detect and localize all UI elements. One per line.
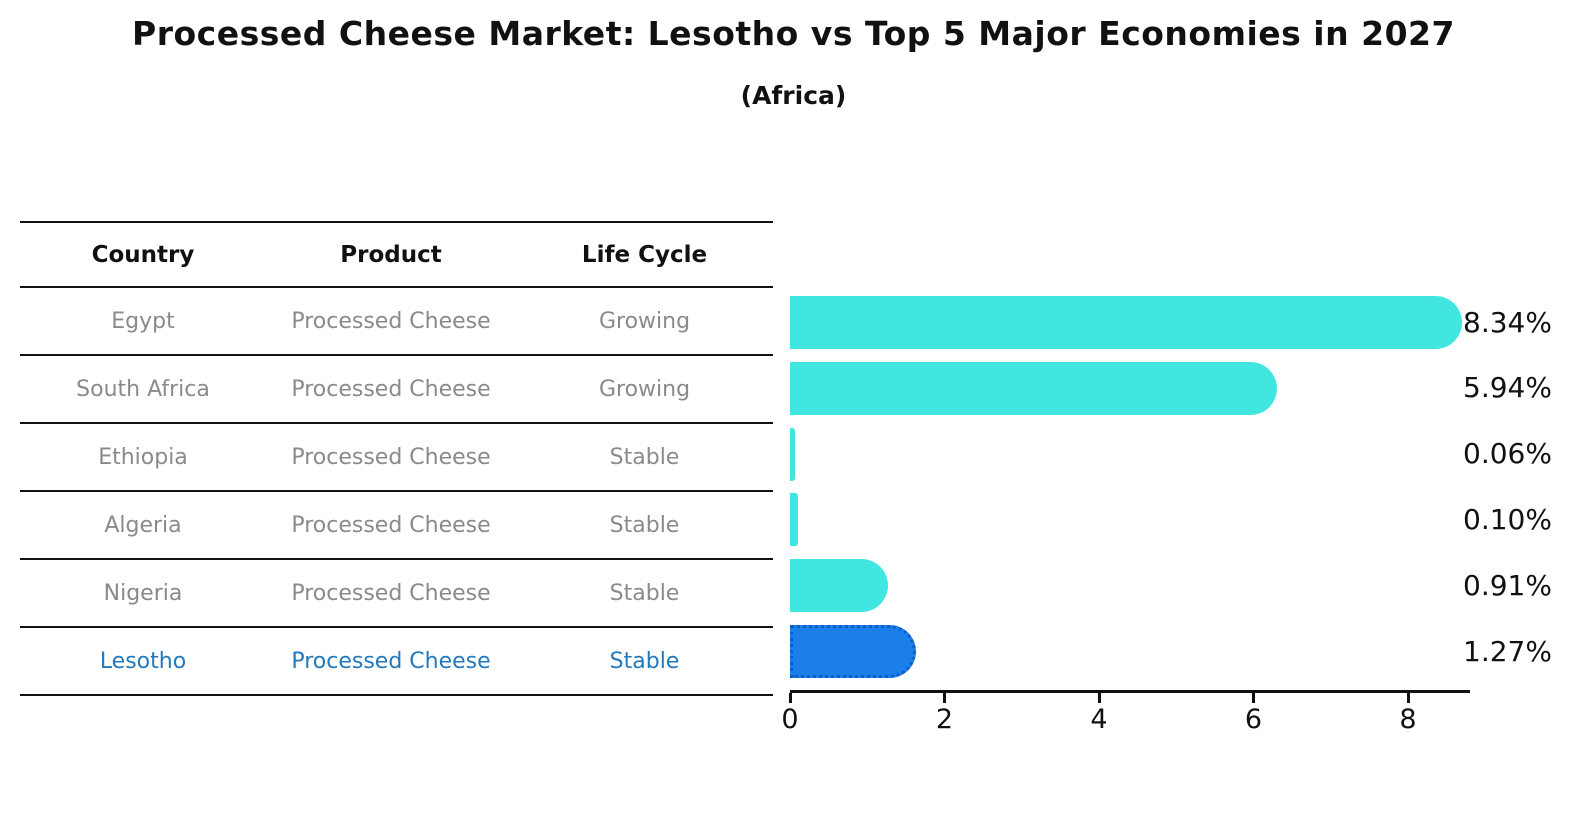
country-table: Country Product Life Cycle Egypt Processe…	[20, 221, 773, 696]
cell-product: Processed Cheese	[291, 376, 491, 402]
x-tick-mark-8	[1406, 693, 1410, 703]
table-header-row: Country Product Life Cycle	[20, 223, 773, 288]
cell-product: Processed Cheese	[291, 580, 491, 606]
cell-country: Nigeria	[103, 580, 183, 606]
cell-life-cycle: Growing	[598, 376, 691, 402]
table-row-south-africa: South Africa Processed Cheese Growing	[20, 356, 773, 424]
cell-country: South Africa	[76, 376, 210, 402]
chart-title: Processed Cheese Market: Lesotho vs Top …	[132, 14, 1455, 53]
cell-product: Processed Cheese	[291, 512, 491, 538]
table-row-algeria: Algeria Processed Cheese Stable	[20, 492, 773, 560]
x-tick-label-0: 0	[781, 704, 799, 735]
value-label-nigeria: 0.91%	[1463, 568, 1552, 602]
x-axis-line	[790, 690, 1470, 693]
x-tick-label-8: 8	[1399, 704, 1417, 735]
column-header-product: Product	[340, 241, 442, 268]
x-tick-label-6: 6	[1244, 704, 1263, 735]
cell-country: Egypt	[111, 308, 175, 334]
bar-ethiopia	[790, 427, 795, 481]
bar-lesotho	[790, 625, 917, 678]
x-tick-mark-4	[1097, 693, 1101, 703]
x-tick-mark-0	[788, 693, 792, 703]
cell-life-cycle: Growing	[598, 308, 691, 334]
cell-product: Processed Cheese	[291, 648, 491, 674]
value-label-egypt: 8.34%	[1463, 305, 1552, 339]
value-label-lesotho: 1.27%	[1463, 634, 1552, 668]
x-tick-mark-6	[1252, 693, 1255, 703]
cell-life-cycle: Stable	[609, 512, 680, 538]
table-row-lesotho: Lesotho Processed Cheese Stable	[20, 628, 773, 694]
cell-life-cycle: Stable	[609, 580, 680, 606]
value-label-south-africa: 5.94%	[1463, 371, 1552, 405]
table-row-egypt: Egypt Processed Cheese Growing	[20, 288, 773, 356]
column-header-life-cycle: Life Cycle	[581, 241, 708, 268]
bar-egypt	[790, 296, 1463, 349]
table-row-ethiopia: Ethiopia Processed Cheese Stable	[20, 424, 773, 492]
x-tick-label-2: 2	[935, 704, 954, 735]
table-row-nigeria: Nigeria Processed Cheese Stable	[20, 560, 773, 628]
cell-country: Lesotho	[99, 648, 187, 674]
x-tick-label-4: 4	[1090, 704, 1108, 735]
cell-life-cycle: Stable	[609, 648, 680, 674]
x-tick-mark-2	[943, 693, 946, 703]
cell-product: Processed Cheese	[291, 444, 491, 470]
value-label-ethiopia: 0.06%	[1463, 437, 1552, 471]
table-body: Egypt Processed Cheese Growing South Africa…	[20, 288, 773, 694]
value-label-algeria: 0.10%	[1463, 502, 1552, 536]
column-header-country: Country	[91, 241, 195, 268]
chart-subtitle: (Africa)	[740, 81, 847, 110]
bar-nigeria	[790, 559, 889, 613]
cell-country: Algeria	[104, 512, 182, 538]
cell-country: Ethiopia	[98, 444, 188, 470]
cell-life-cycle: Stable	[609, 444, 680, 470]
bar-algeria	[790, 493, 798, 547]
bar-south-africa	[790, 361, 1277, 415]
cell-product: Processed Cheese	[291, 308, 491, 334]
